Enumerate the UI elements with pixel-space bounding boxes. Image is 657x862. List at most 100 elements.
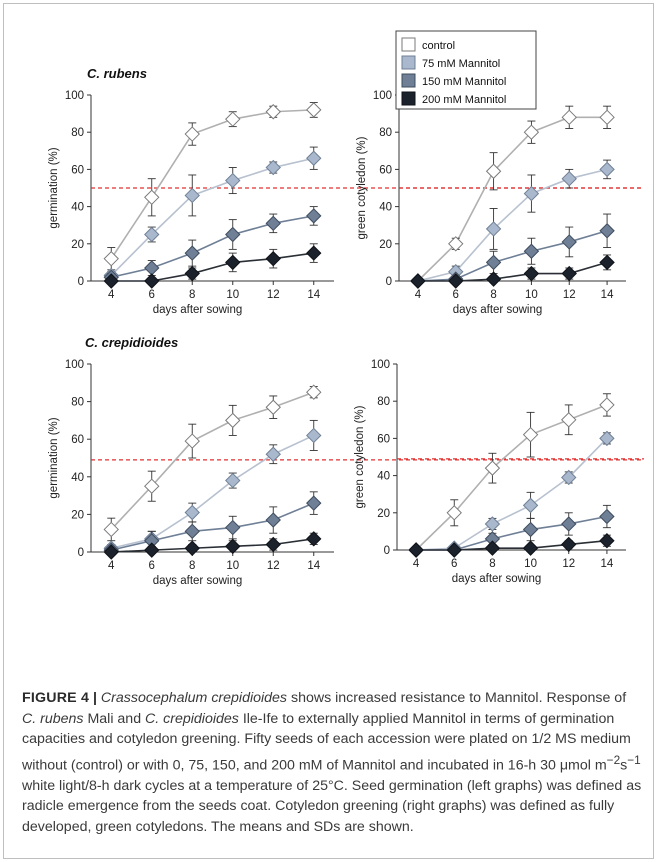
x-tick-label: 12 [267,560,280,572]
series-line-1 [110,157,314,276]
series-line-2 [111,215,314,279]
series-control [410,105,615,289]
y-tick-label: 20 [71,239,84,251]
data-point [561,516,577,532]
x-tick-label: 12 [267,289,280,301]
series-control [103,101,322,271]
series-line-3 [111,252,314,282]
series-line-2 [111,502,315,551]
data-point [410,273,426,289]
series-75-mm-mannitol [103,146,322,284]
data-point [103,250,119,267]
data-point [225,172,241,189]
data-point [561,536,577,553]
y-tick-label: 60 [71,164,84,176]
caption-title-italic: Crassocephalum crepidioides [100,690,288,706]
x-tick-label: 8 [490,289,496,301]
data-point [484,516,501,532]
data-point [408,542,424,558]
data-point [448,273,464,289]
data-point [103,273,119,289]
y-tick-label: 80 [379,127,392,139]
data-point [184,540,200,556]
figure-frame: C. rubens 0 20 40 60 80 100 4 6 8 10 12 14 days after… [3,3,654,859]
data-point [184,245,200,261]
data-point [599,508,615,525]
x-tick-label: 4 [413,558,420,570]
x-tick-label: 14 [601,558,614,570]
y-axis-title: green cotyledon (%) [356,136,368,239]
data-point [561,170,577,187]
x-axis-title: days after sowing [153,304,243,316]
data-point [306,208,322,224]
data-point [265,215,281,232]
data-point [144,226,160,243]
caption-body-4: s [620,757,628,774]
x-tick-label: 4 [108,289,115,301]
y-tick-label: 60 [71,434,84,446]
data-point [225,254,241,271]
y-tick-label: 20 [71,509,84,521]
data-point [184,187,200,204]
y-tick-label: 0 [384,545,390,557]
data-point [523,243,540,259]
x-tick-label: 10 [226,560,239,572]
data-point [225,538,241,555]
series-line-0 [415,404,608,551]
data-point [561,234,577,250]
caption-sup-2: −1 [627,752,641,767]
x-tick-label: 12 [562,558,575,570]
caption-body-5: white light/8-h dark cycles at a tempera… [22,777,642,835]
series-control [103,384,322,542]
data-point [265,159,281,176]
data-point [485,221,502,237]
x-tick-label: 10 [226,289,239,301]
data-point [225,226,241,243]
data-point [144,189,160,206]
caption-body-2: Mali and [83,710,146,727]
legend-label: 200 mM Mannitol [422,94,506,106]
x-tick-label: 12 [563,289,576,301]
series-line-1 [111,434,315,550]
data-point [265,536,281,553]
data-point [522,521,539,538]
data-point [306,102,322,118]
y-axis-title: germination (%) [48,417,60,498]
data-point [485,163,502,179]
y-tick-label: 0 [78,547,84,559]
x-axis-title: days after sowing [452,573,542,585]
x-tick-label: 8 [489,558,495,570]
chart-panel-rubens-cotyledon: 0 20 40 60 80 100 4 6 8 10 12 14 days after sowing gr… [356,90,644,316]
panel-title: C. crepidioides [85,335,178,350]
y-tick-label: 100 [65,90,84,102]
caption-label: FIGURE 4 [22,690,90,706]
data-point [265,446,281,462]
y-tick-label: 100 [373,90,392,102]
chart-panel-crepidioides-cotyledon: 0 20 40 60 80 100 4 6 8 10 12 14 days after sowing gr… [354,359,644,585]
data-point [523,124,540,140]
series-line-3 [417,261,608,282]
caption-body-1: Response of [542,690,627,706]
panel-title: C. rubens [87,66,147,81]
data-point [265,104,281,120]
data-point [484,540,501,556]
legend-label: 150 mM Mannitol [422,76,506,88]
data-point [485,254,502,271]
series-line-1 [416,437,608,551]
data-point [306,245,322,261]
data-point [446,505,462,521]
legend-label: control [422,40,455,52]
data-point [184,523,200,540]
legend-swatch [401,91,416,106]
data-point [306,531,322,547]
data-point [523,185,540,202]
x-tick-label: 14 [307,289,320,301]
caption-italic-1: C. rubens [22,710,84,727]
y-tick-label: 80 [71,127,84,139]
y-tick-label: 100 [65,359,84,371]
series-200-mm-mannitol [103,531,322,560]
legend-box [395,30,537,110]
data-point [485,271,502,287]
